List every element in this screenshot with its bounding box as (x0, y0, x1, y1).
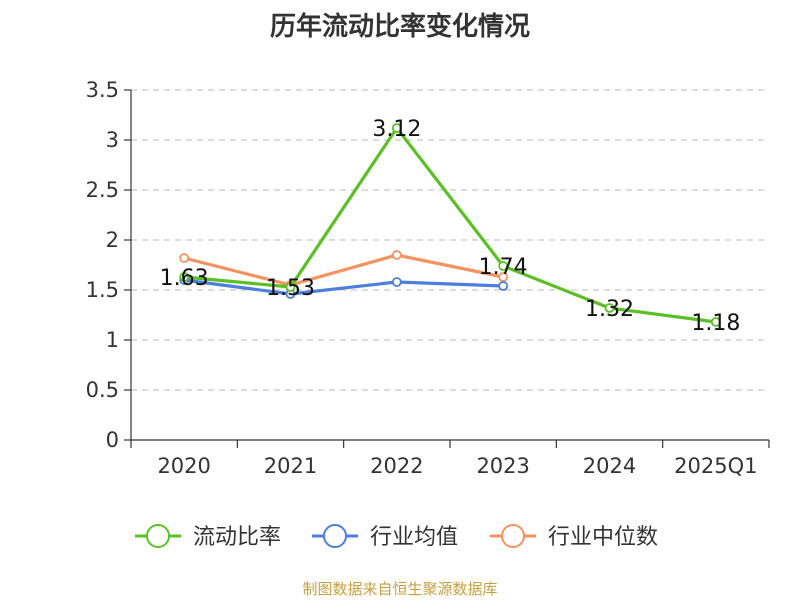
y-tick-label: 1 (106, 328, 119, 352)
y-tick-label: 3.5 (86, 78, 119, 102)
legend-label: 行业均值 (370, 525, 458, 550)
data-point[interactable] (391, 123, 402, 133)
y-tick-label: 2 (106, 228, 119, 252)
x-tick-label: 2020 (157, 454, 210, 478)
series-line-0 (184, 126, 717, 324)
data-label: 1.18 (691, 311, 740, 336)
legend[interactable]: 流动比率 行业均值 行业中位数 (135, 524, 658, 550)
data-point[interactable] (604, 303, 615, 313)
data-point[interactable] (179, 253, 190, 263)
axes: 0 0.5 1 1.5 2 2.5 3 3.5 2020 2021 2022 2023 2024 2025… (86, 78, 770, 478)
data-point[interactable] (285, 282, 296, 292)
data-label: 1.53 (266, 276, 315, 301)
data-point[interactable] (391, 250, 402, 260)
legend-label: 流动比率 (193, 525, 281, 550)
data-point[interactable] (391, 277, 402, 287)
legend-swatch-marker (323, 524, 347, 548)
data-label: 1.32 (585, 297, 634, 322)
legend-label: 行业中位数 (548, 525, 658, 550)
data-point[interactable] (498, 272, 509, 282)
data-point[interactable] (179, 272, 190, 282)
legend-swatch-marker (146, 524, 170, 548)
grid-lines (131, 89, 769, 391)
y-tick-label: 3 (106, 128, 119, 152)
legend-swatch-marker (501, 524, 525, 548)
series-lines (179, 123, 721, 327)
x-tick-label: 2022 (370, 454, 423, 478)
data-point[interactable] (710, 317, 721, 327)
x-tick-label: 2021 (264, 454, 317, 478)
legend-item-2[interactable]: 行业中位数 (490, 524, 658, 550)
x-tick-label: 2023 (476, 454, 529, 478)
x-tick-label: 2024 (583, 454, 636, 478)
legend-item-0[interactable]: 流动比率 (135, 524, 281, 550)
data-point[interactable] (498, 261, 509, 271)
data-label: 1.63 (160, 266, 209, 291)
chart-title: 历年流动比率变化情况 (269, 12, 530, 42)
series-line-2 (183, 253, 504, 287)
x-tick-label: 2025Q1 (674, 454, 757, 478)
y-tick-label: 0.5 (86, 378, 119, 402)
y-tick-label: 0 (106, 428, 119, 452)
y-tick-label: 2.5 (86, 178, 119, 202)
data-label: 1.74 (479, 255, 528, 280)
data-labels: 1.63 1.53 3.12 1.74 1.32 1.18 (160, 117, 741, 336)
data-source-note: 制图数据来自恒生聚源数据库 (302, 580, 498, 598)
legend-item-1[interactable]: 行业均值 (312, 524, 458, 550)
y-tick-label: 1.5 (86, 278, 119, 302)
data-point[interactable] (498, 281, 509, 291)
series-line-1 (183, 278, 504, 296)
data-label: 3.12 (372, 117, 421, 142)
